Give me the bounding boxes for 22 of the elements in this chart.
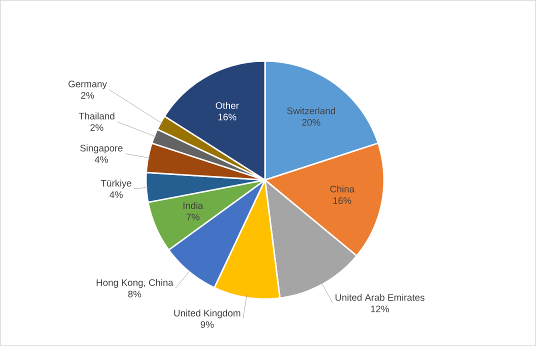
data-label: 20% [302,118,320,126]
data-label: 8% [128,290,142,298]
slice-label: Other [216,102,239,109]
data-label: 2% [81,92,94,99]
slice-label: Singapore [80,144,123,154]
slice-label: China [330,186,355,192]
data-label: 2% [90,124,104,131]
data-label: 9% [200,321,214,328]
slice-label: India [184,202,204,209]
data-label: 16% [333,197,352,204]
slice-label: United Kingdom [174,309,240,318]
slice-label: Hong Kong, China [96,278,174,288]
slice-label: Thailand [78,112,114,120]
data-label: 7% [186,214,200,220]
slice-label: United Arab Emirates [336,294,424,301]
slice-label: Türkiye [100,180,132,188]
data-label: 12% [371,306,389,312]
slice-label: Switzerland [287,107,336,114]
data-label: 4% [110,191,123,198]
data-label: 4% [94,156,108,163]
data-label: 16% [218,114,236,120]
slice-label: Germany [68,80,107,90]
